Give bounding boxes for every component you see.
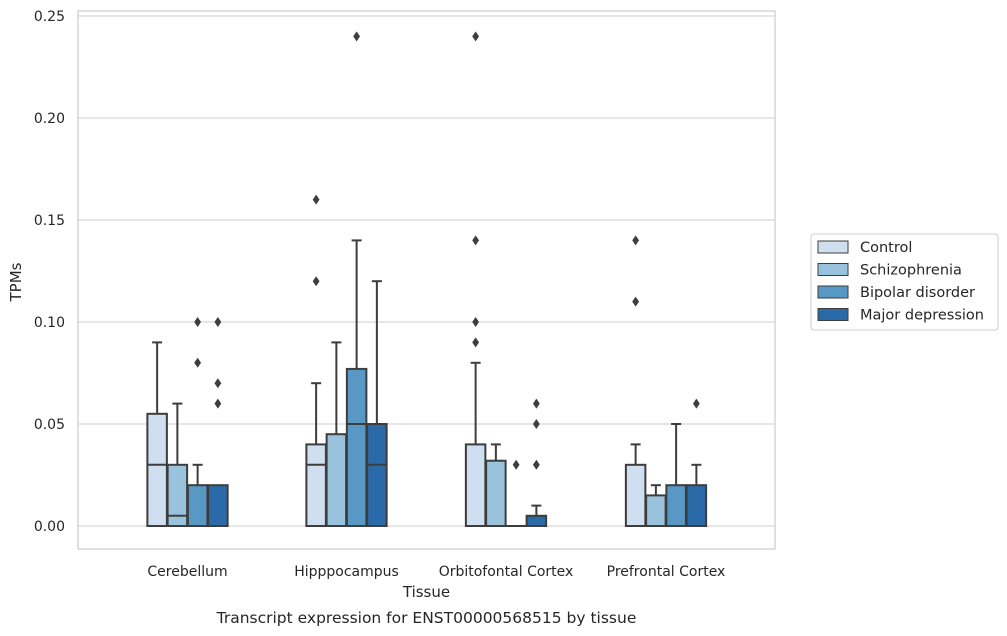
- outlier-point: [532, 419, 540, 429]
- box-control: [305, 382, 327, 527]
- box-body: [166, 463, 189, 527]
- box-body: [525, 514, 548, 527]
- outlier-point: [214, 398, 222, 409]
- box-schizophrenia: [485, 443, 507, 527]
- outlier-point: [312, 276, 320, 287]
- outlier-point: [214, 378, 222, 389]
- y-tick-label: 0.05: [34, 417, 65, 433]
- outlier-point: [472, 235, 480, 246]
- box-major-depression: [525, 504, 548, 527]
- box-body: [366, 423, 388, 527]
- legend-swatch: [817, 240, 849, 254]
- y-tick-label: 0.20: [34, 111, 65, 127]
- box-body: [345, 367, 368, 528]
- box-body: [146, 412, 168, 527]
- legend-label: Major depression: [860, 308, 984, 324]
- box-body: [464, 443, 487, 527]
- legend-swatch: [817, 285, 849, 299]
- x-tick-label: Prefrontal Cortex: [607, 564, 726, 580]
- box-bipolar-disorder: [186, 463, 209, 528]
- outlier-point: [194, 357, 202, 368]
- box-control: [146, 341, 168, 527]
- outlier-point: [214, 317, 222, 327]
- legend-frame: [810, 233, 999, 331]
- box-body: [665, 484, 687, 528]
- box-body: [207, 484, 229, 528]
- box-control: [464, 361, 487, 527]
- y-tick-label: 0.15: [34, 213, 65, 229]
- x-tick-label: Hipppocampus: [294, 564, 399, 580]
- box-schizophrenia: [645, 484, 667, 527]
- grid-lines: [78, 15, 775, 527]
- box-schizophrenia: [166, 402, 189, 527]
- plot-frame: [77, 10, 776, 550]
- box-schizophrenia: [325, 341, 348, 528]
- outlier-point: [194, 317, 202, 327]
- box-major-depression: [685, 463, 708, 528]
- legend-label: Control: [860, 240, 912, 256]
- outlier-point: [632, 296, 640, 307]
- y-tick-label: 0.25: [34, 9, 65, 25]
- outlier-point: [512, 459, 520, 470]
- outlier-point: [472, 31, 480, 42]
- outlier-point: [312, 194, 320, 205]
- outliers: [194, 31, 700, 470]
- box-control: [624, 443, 647, 527]
- box-body: [325, 433, 348, 528]
- legend-label: Bipolar disorder: [860, 285, 975, 301]
- chart-caption: Transcript expression for ENST0000056851…: [216, 609, 637, 627]
- box-body: [186, 484, 209, 528]
- box-body: [645, 494, 667, 527]
- box-major-depression: [207, 484, 229, 528]
- y-tick-label: 0.10: [34, 315, 65, 331]
- y-tick-label: 0.00: [34, 519, 65, 535]
- outlier-point: [532, 459, 540, 470]
- x-tick-label: Cerebellum: [147, 564, 227, 580]
- box-body: [305, 443, 327, 527]
- x-tick-label: Orbitofontal Cortex: [439, 564, 574, 580]
- x-tick-labels: Cerebellum Hipppocampus Orbitofontal Corte…: [147, 564, 725, 580]
- box-body: [685, 484, 708, 528]
- box-body: [485, 459, 507, 527]
- box-bipolar-disorder: [665, 423, 687, 528]
- y-axis-label: TPMs: [7, 262, 25, 302]
- box-bipolar-disorder: [345, 239, 368, 528]
- outlier-point: [632, 235, 640, 246]
- boxes: [146, 239, 708, 528]
- legend-swatch: [817, 263, 849, 276]
- x-axis-label: Tissue: [402, 583, 450, 601]
- outlier-point: [532, 398, 540, 409]
- outlier-point: [472, 317, 480, 327]
- outlier-point: [353, 31, 361, 42]
- outlier-point: [472, 337, 480, 348]
- legend-swatch: [817, 308, 849, 321]
- outlier-point: [692, 398, 700, 409]
- legend-label: Schizophrenia: [860, 263, 962, 279]
- box-body: [624, 463, 647, 527]
- y-tick-labels: 0.00 0.05 0.10 0.15 0.20 0.25: [34, 9, 65, 535]
- box-major-depression: [366, 280, 388, 527]
- legend: Control Schizophrenia Bipolar disorder Majo…: [810, 233, 999, 331]
